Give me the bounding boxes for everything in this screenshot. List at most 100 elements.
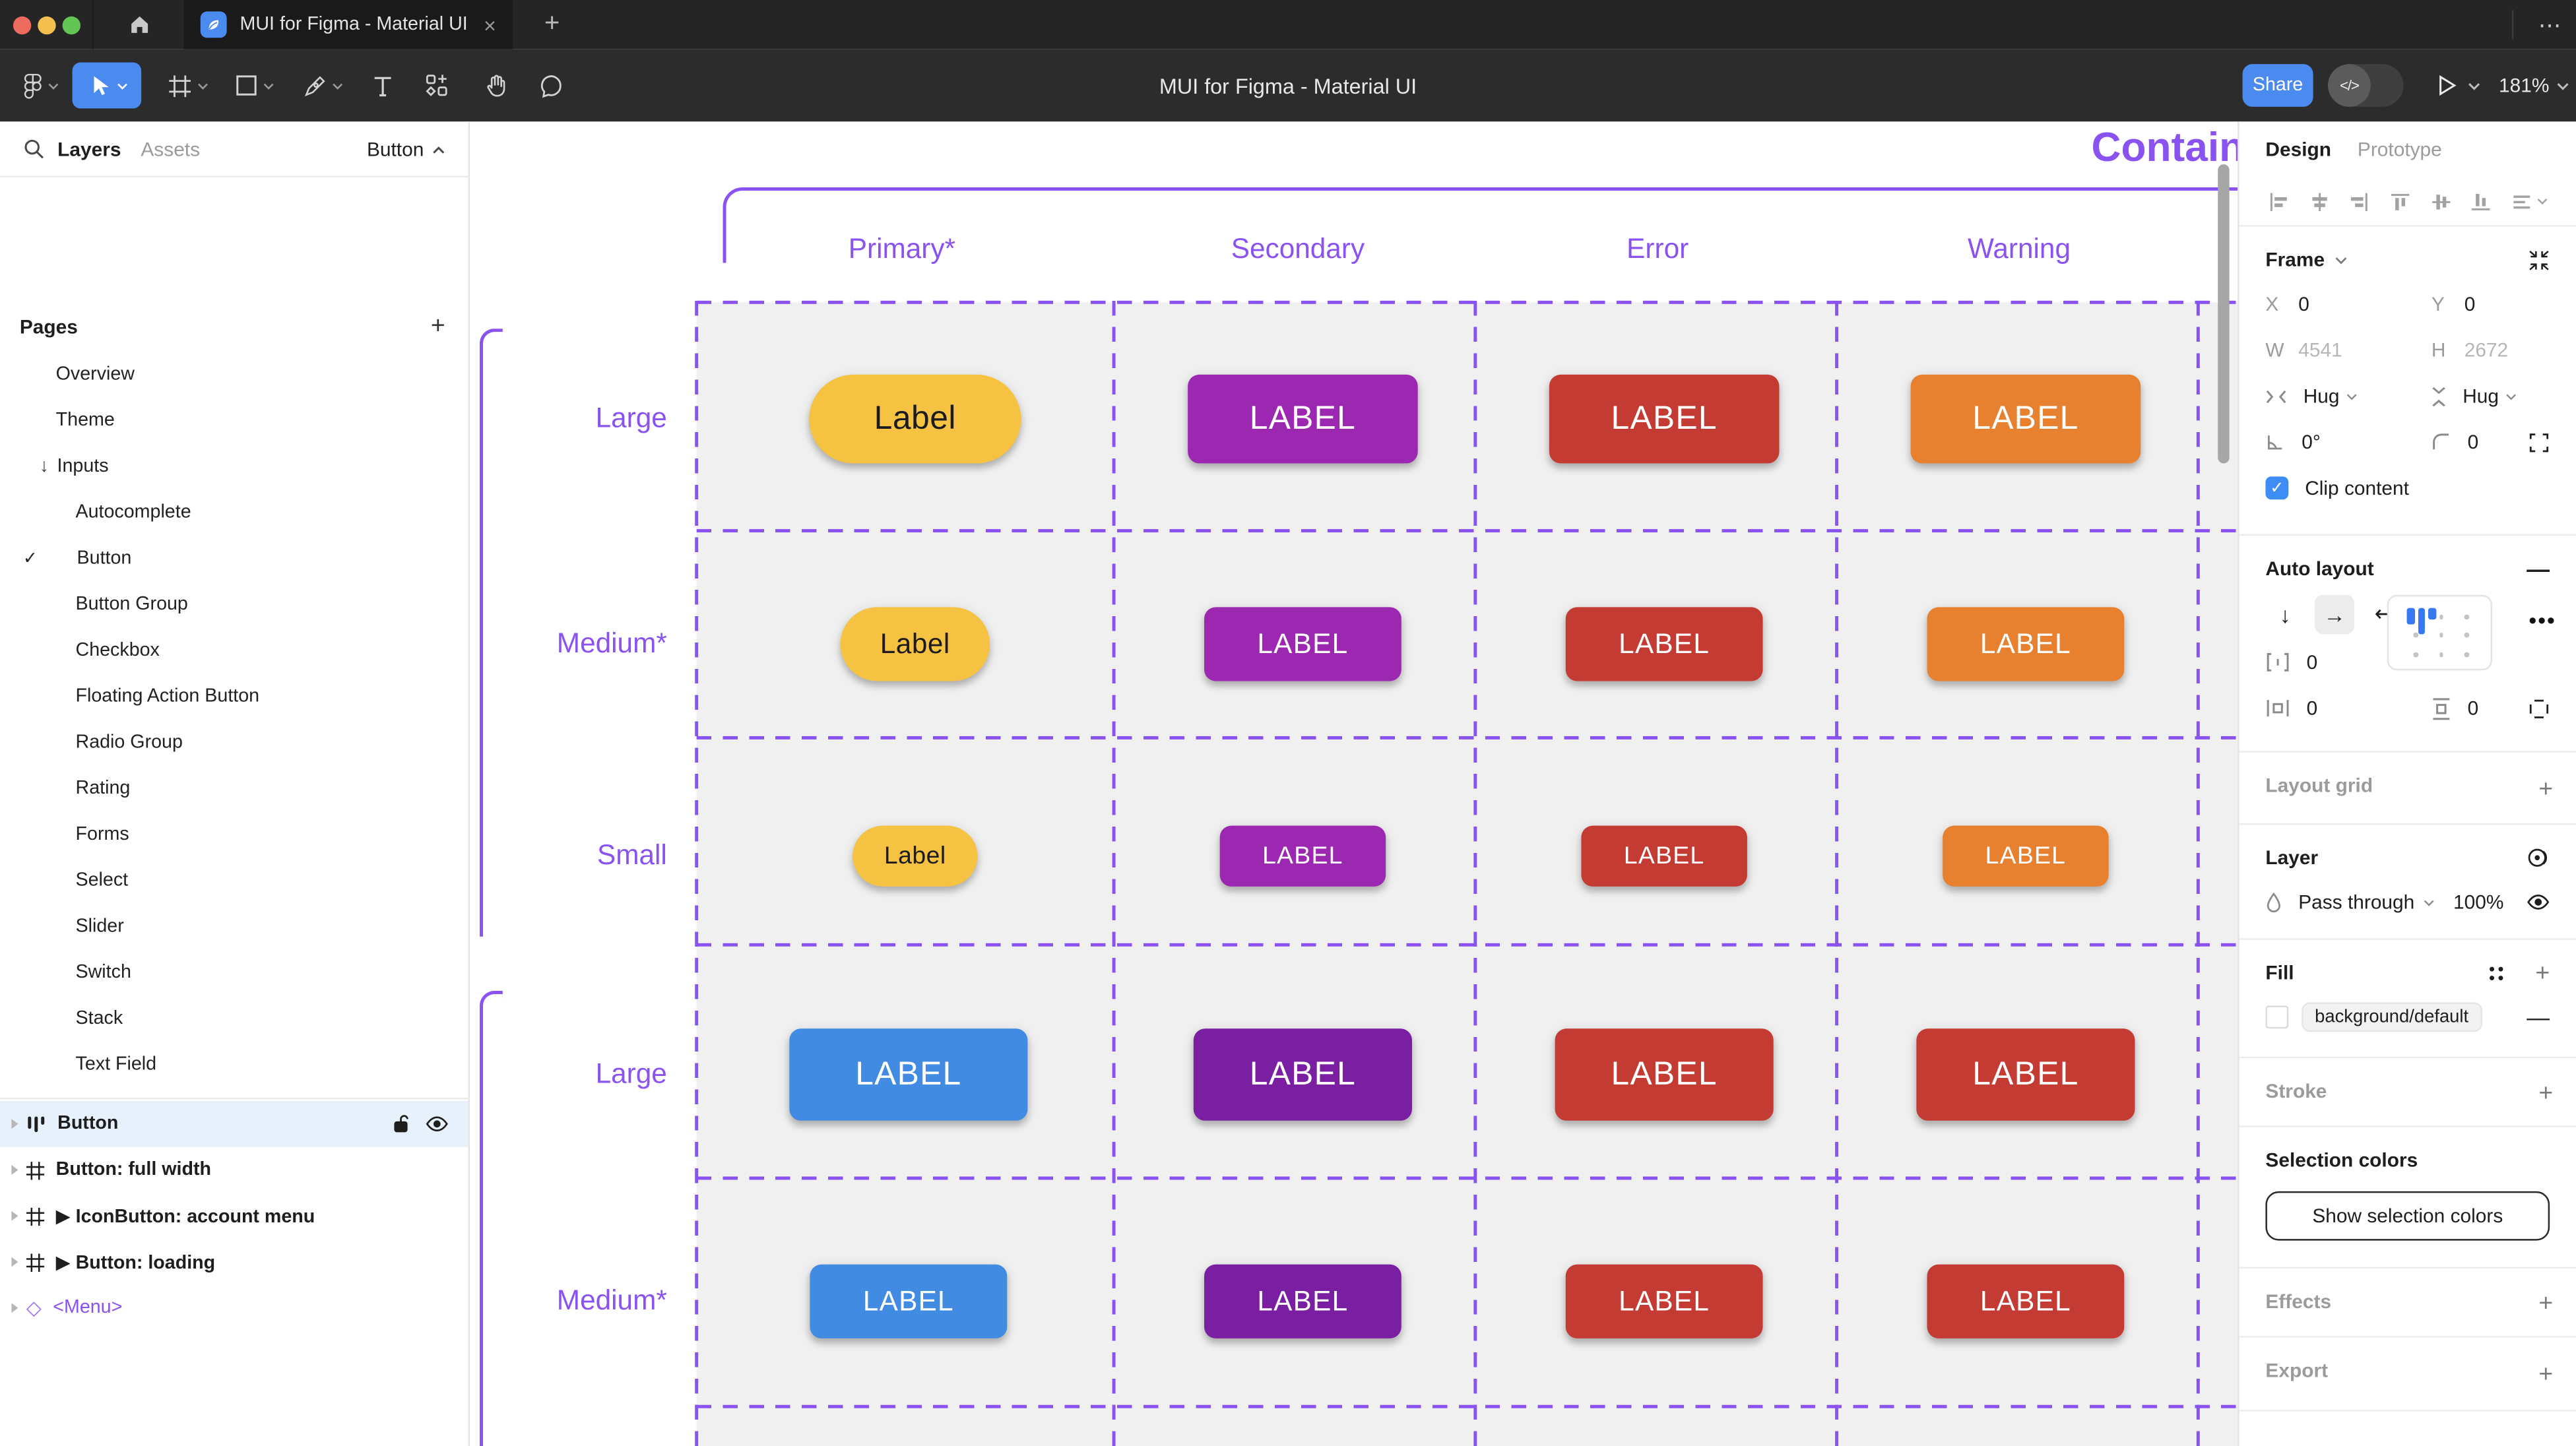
align-v-center-icon[interactable] (2429, 190, 2452, 213)
minimize-window-button[interactable] (38, 15, 56, 34)
button-warning-large[interactable]: LABEL (1910, 374, 2141, 464)
canvas[interactable]: Contained Primary* Secondary Error Warni… (470, 121, 2238, 1446)
tab-design[interactable]: Design (2265, 138, 2332, 162)
align-h-center-icon[interactable] (2307, 190, 2331, 213)
expand-caret-icon[interactable] (11, 1257, 18, 1267)
home-tab-button[interactable] (92, 0, 183, 49)
sidebar-item-text-field[interactable]: Text Field (75, 1055, 157, 1075)
button-secondary-small[interactable]: LABEL (1219, 825, 1386, 887)
show-selection-colors-button[interactable]: Show selection colors (2265, 1191, 2550, 1241)
sidebar-item-button[interactable]: ✓ Button (22, 548, 132, 569)
button-error-large-3[interactable]: LABEL (1916, 1028, 2135, 1121)
resources-tool-button[interactable] (412, 63, 462, 109)
button-warning-small[interactable]: LABEL (1943, 825, 2109, 887)
add-export-button[interactable]: + (2538, 1360, 2554, 1389)
layer-row-button[interactable]: Button (0, 1100, 468, 1147)
button-error-large[interactable]: LABEL (1549, 374, 1780, 464)
frame-section-title[interactable]: Frame (2265, 248, 2325, 271)
layer-row-button-loading[interactable]: ▶ Button: loading (0, 1239, 468, 1285)
width-input[interactable]: 4541 (2298, 338, 2342, 362)
independent-corners-icon[interactable] (2528, 431, 2550, 453)
collapse-corners-icon[interactable] (2528, 249, 2550, 270)
main-menu-button[interactable] (13, 63, 69, 109)
button-error-large-2[interactable]: LABEL (1555, 1028, 1774, 1121)
button-error-small[interactable]: LABEL (1581, 825, 1747, 887)
frame-title[interactable]: Contained (2091, 125, 2238, 172)
remove-auto-layout-button[interactable]: — (2527, 555, 2550, 582)
sidebar-item-button-group[interactable]: Button Group (75, 594, 188, 615)
close-window-button[interactable] (13, 15, 32, 34)
sidebar-item-forms[interactable]: Forms (75, 825, 129, 845)
clip-content-row[interactable]: ✓ Clip content (2265, 465, 2550, 511)
y-input[interactable]: 0 (2464, 292, 2476, 316)
blend-mode-select[interactable]: Pass through (2298, 891, 2434, 914)
eye-icon[interactable] (426, 1116, 449, 1132)
expand-caret-icon[interactable] (11, 1210, 18, 1221)
direction-vertical-button[interactable]: ↓ (2279, 602, 2291, 627)
fill-token-chip[interactable]: background/default (2302, 1002, 2482, 1032)
frame-tool-button[interactable] (158, 63, 217, 109)
sidebar-item-rating[interactable]: Rating (75, 778, 131, 799)
button-warning-medium[interactable]: LABEL (1927, 607, 2125, 681)
present-play-icon[interactable] (2436, 74, 2457, 97)
search-icon[interactable] (23, 138, 44, 159)
add-page-button[interactable]: + (430, 312, 445, 340)
button-error-medium-3[interactable]: LABEL (1927, 1264, 2125, 1338)
add-fill-button[interactable]: + (2535, 959, 2550, 987)
chevron-down-icon[interactable] (2334, 255, 2348, 264)
gap-input[interactable]: 0 (2306, 650, 2318, 674)
auto-layout-more-icon[interactable]: ••• (2528, 608, 2557, 633)
expand-caret-icon[interactable] (11, 1303, 18, 1313)
remove-fill-button[interactable]: — (2527, 1003, 2550, 1030)
clip-content-checkbox[interactable]: ✓ (2265, 476, 2289, 500)
layer-row-button-full-width[interactable]: Button: full width (0, 1147, 468, 1193)
button-primary-medium[interactable]: Label (840, 607, 990, 681)
align-top-icon[interactable] (2389, 190, 2412, 213)
eye-icon[interactable] (2527, 894, 2550, 910)
comment-tool-button[interactable] (526, 63, 575, 109)
sidebar-item-slider[interactable]: Slider (75, 916, 124, 937)
page-switcher[interactable]: Button (367, 121, 445, 177)
height-input[interactable]: 2672 (2464, 338, 2509, 362)
hand-tool-button[interactable] (470, 63, 519, 109)
button-primary-large[interactable]: Label (809, 374, 1021, 464)
alignment-position-box[interactable] (2387, 594, 2493, 671)
button-error-medium-2[interactable]: LABEL (1565, 1264, 1763, 1338)
button-blue-medium[interactable]: LABEL (810, 1264, 1008, 1338)
direction-horizontal-button[interactable]: → (2315, 594, 2354, 635)
new-tab-button[interactable]: + (544, 9, 560, 38)
opacity-input[interactable]: 100% (2453, 891, 2504, 914)
add-stroke-button[interactable]: + (2538, 1079, 2554, 1108)
tab-assets[interactable]: Assets (141, 137, 201, 160)
horizontal-padding-input[interactable]: 0 (2306, 697, 2318, 720)
tab-prototype[interactable]: Prototype (2357, 138, 2442, 162)
unlock-icon[interactable] (393, 1114, 410, 1134)
chevron-down-icon[interactable] (2468, 81, 2481, 90)
sidebar-item-inputs[interactable]: ↓ Inputs (39, 456, 109, 477)
button-primary-small[interactable]: Label (853, 825, 978, 887)
share-button[interactable]: Share (2242, 64, 2313, 107)
zoom-level-control[interactable]: 181% (2499, 49, 2569, 122)
button-secondary-large[interactable]: LABEL (1188, 374, 1418, 464)
button-secondary-medium[interactable]: LABEL (1204, 607, 1401, 681)
dev-mode-toggle[interactable]: </> (2328, 64, 2404, 107)
align-right-icon[interactable] (2348, 190, 2371, 213)
individual-padding-icon[interactable] (2528, 697, 2550, 718)
pen-tool-button[interactable] (292, 63, 352, 109)
layer-row-menu-instance[interactable]: ◇ <Menu> (0, 1285, 468, 1331)
sidebar-item-fab[interactable]: Floating Action Button (75, 687, 260, 707)
layer-row-iconbutton-account-menu[interactable]: ▶ IconButton: account menu (0, 1193, 468, 1239)
close-tab-icon[interactable]: × (484, 12, 496, 38)
move-tool-button[interactable] (72, 62, 142, 109)
button-error-medium[interactable]: LABEL (1565, 607, 1763, 681)
expand-caret-icon[interactable] (11, 1119, 18, 1129)
blend-mode-icon[interactable] (2527, 846, 2550, 869)
sidebar-item-theme[interactable]: Theme (55, 410, 115, 431)
file-tab[interactable]: MUI for Figma - Material UI × (183, 0, 513, 49)
add-layout-grid-button[interactable]: + (2538, 775, 2554, 804)
tab-layers[interactable]: Layers (57, 137, 121, 160)
zoom-window-button[interactable] (62, 15, 81, 34)
vertical-sizing-select[interactable]: Hug (2463, 385, 2517, 408)
distribute-menu[interactable] (2510, 190, 2548, 213)
sidebar-item-overview[interactable]: Overview (55, 364, 135, 385)
